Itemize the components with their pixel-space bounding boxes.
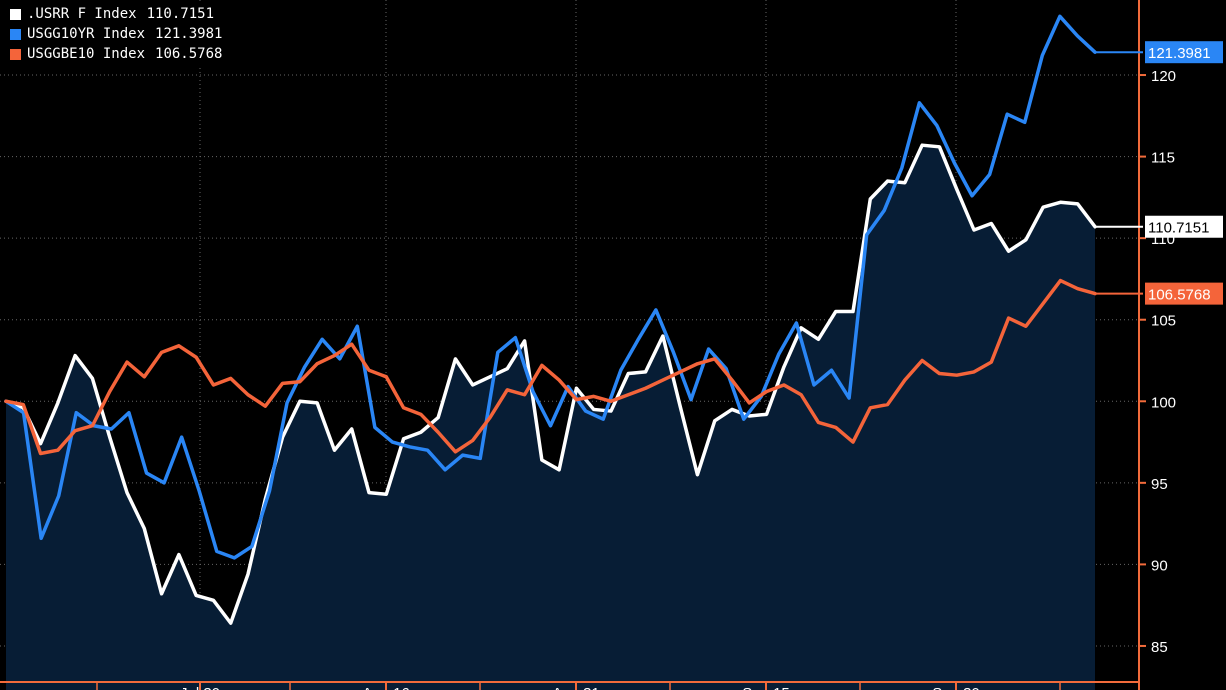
series-line-0 <box>4 143 1097 625</box>
legend-item-usgg10yr: USGG10YR Index 121.3981 <box>10 24 222 44</box>
legend-label-usggbe10: USGGBE10 Index <box>27 46 146 62</box>
x-tick-label: Aug 16 <box>362 685 410 690</box>
legend-value-usggbe10: 106.5768 <box>155 46 223 62</box>
legend-value-usrr: 110.7151 <box>146 6 215 22</box>
x-axis: Jul 30 Aug 16 Aug 31 Sep 15 Sep 30 <box>0 681 1139 690</box>
legend-item-usggbe10: USGGBE10 Index 106.5768 <box>10 44 222 64</box>
last-value-box-2 <box>1145 282 1223 305</box>
series-lines <box>4 14 1097 625</box>
last-value-label-0: 110.7151 <box>1148 220 1209 237</box>
area-fill-layer <box>6 145 1095 690</box>
legend-swatch-usrr <box>10 8 21 20</box>
y-tick-label: 115 <box>1151 150 1175 167</box>
legend: .USRR F Index 110.7151 USGG10YR Index 12… <box>4 2 229 68</box>
y-tick-label: 85 <box>1151 639 1168 656</box>
legend-value-usgg10yr: 121.3981 <box>155 26 223 42</box>
legend-label-usrr: .USRR F Index <box>27 6 137 22</box>
series-line-2 <box>4 278 1097 456</box>
y-tick-label: 100 <box>1151 394 1176 411</box>
last-value-markers: 110.7151 121.3981 106.5768 <box>1095 41 1223 305</box>
last-value-label-2: 106.5768 <box>1148 287 1211 304</box>
last-value-box-1 <box>1145 41 1223 64</box>
last-value-box-0 <box>1145 215 1223 238</box>
series-line-1 <box>4 14 1097 560</box>
y-tick-label: 120 <box>1151 68 1176 85</box>
y-tick-label: 105 <box>1151 313 1176 330</box>
x-tick-label: Aug 31 <box>552 685 600 690</box>
y-tick-label: 90 <box>1151 557 1168 574</box>
x-tick-label: Sep 15 <box>742 685 790 690</box>
last-value-label-1: 121.3981 <box>1148 45 1211 62</box>
legend-swatch-usggbe10 <box>10 48 21 60</box>
legend-swatch-usgg10yr <box>10 28 21 40</box>
y-tick-label: 95 <box>1151 476 1168 493</box>
legend-label-usgg10yr: USGG10YR Index <box>27 26 146 42</box>
legend-item-usrr: .USRR F Index 110.7151 <box>10 4 222 24</box>
x-tick-label: Jul 30 <box>180 685 220 690</box>
x-tick-label: Sep 30 <box>932 685 980 690</box>
series-area-0 <box>6 145 1095 690</box>
